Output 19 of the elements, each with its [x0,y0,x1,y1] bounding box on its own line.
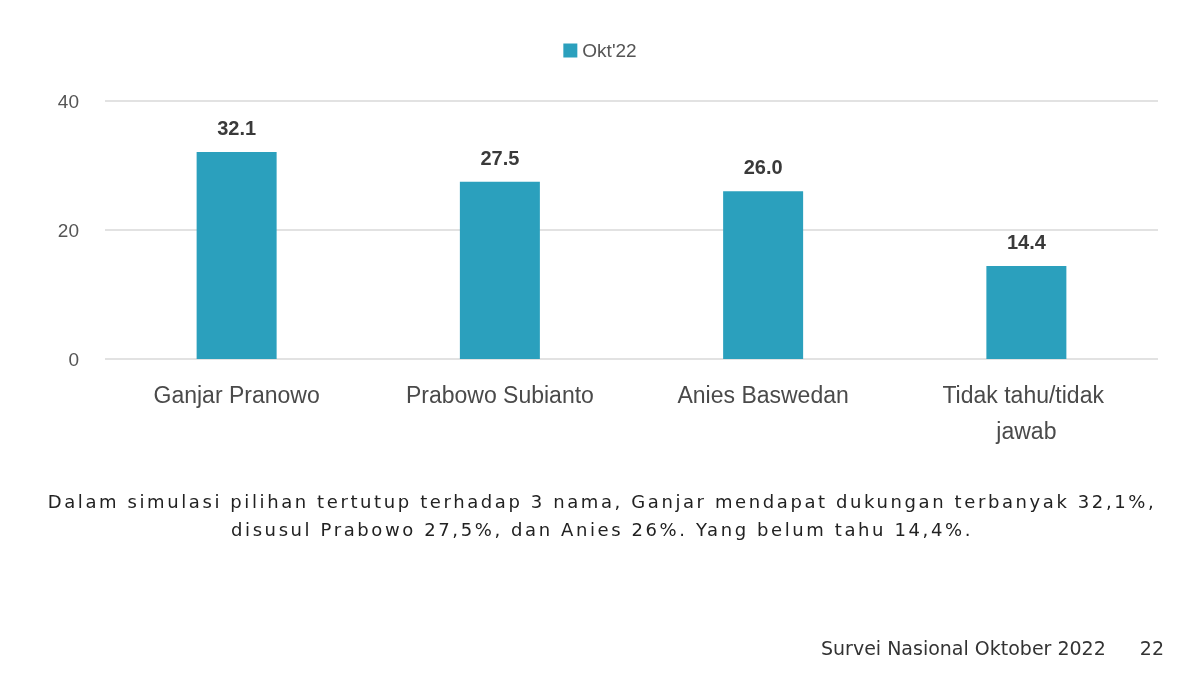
legend-label: Okt'22 [582,40,637,61]
x-tick-label: Anies Baswedan [677,382,849,408]
bar [459,181,540,359]
text: 14.4 [1006,231,1046,254]
text: Survei Nasional Oktober 2022 [820,637,1106,659]
x-tick-label: Tidak tahu/tidak jawab [942,382,1111,444]
text: Dalam simulasi pilihan tertutup terhadap 3 nama, Ganjar mendapat dukungan terbanyak 32,1%, disusul Prabowo 27,5%, dan Anies 26%. Yang belum tahu 14,4%. [46,490,1158,542]
bar [723,191,804,359]
y-tick-label: 20 [57,219,79,241]
bar [196,151,277,359]
bar [986,266,1067,359]
text: 22 [1139,637,1164,659]
x-tick-label: Prabowo Subianto [405,382,594,408]
text: 26.0 [743,156,783,179]
y-tick-label: 40 [57,90,79,112]
text: 32.1 [217,116,257,139]
x-tick-label: Ganjar Pranowo [153,382,320,408]
text: 27.5 [480,146,520,169]
y-tick-label: 0 [68,348,79,370]
